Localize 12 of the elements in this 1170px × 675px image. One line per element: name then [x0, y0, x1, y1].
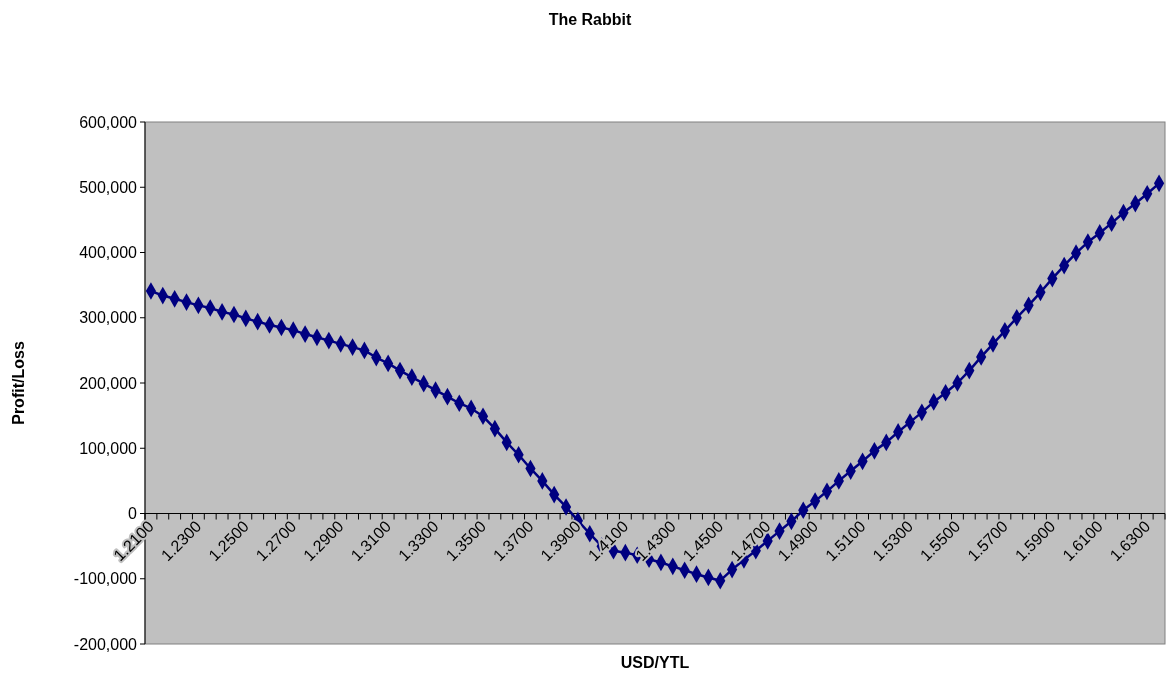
y-tick-label: 0	[128, 505, 138, 523]
y-tick-label: -100,000	[73, 570, 138, 588]
y-tick-label: -200,000	[73, 635, 138, 653]
chart-title: The Rabbit	[548, 11, 632, 28]
y-axis-title: Profit/Loss	[10, 341, 27, 425]
y-tick-label: 100,000	[79, 439, 138, 457]
y-tick-label: 500,000	[79, 178, 138, 196]
y-tick-label: 400,000	[79, 244, 138, 262]
y-tick-label: 200,000	[79, 374, 138, 392]
y-tick-label: 600,000	[79, 113, 138, 131]
y-tick-label: 300,000	[79, 309, 138, 327]
x-axis-title: USD/YTL	[620, 654, 690, 671]
